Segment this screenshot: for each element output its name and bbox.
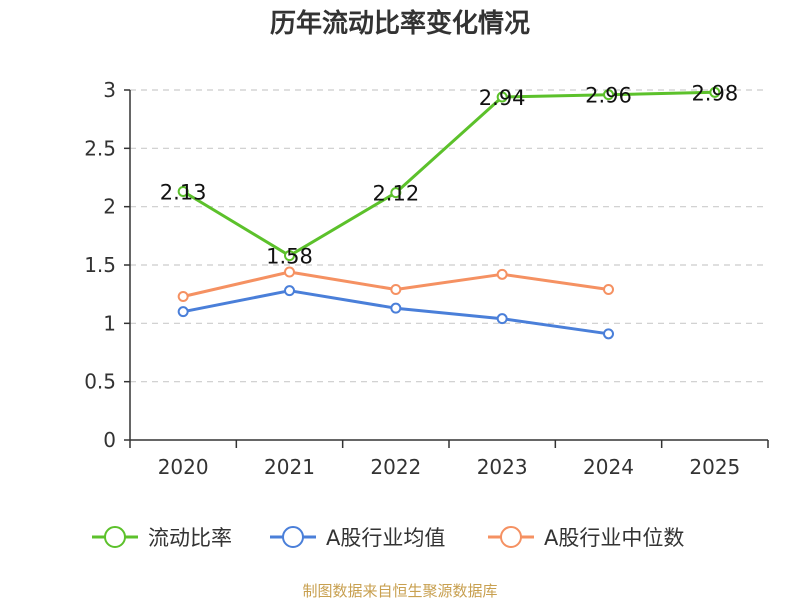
legend-label: A股行业均值	[326, 526, 445, 550]
data-point	[390, 302, 402, 314]
legend-marker-icon	[282, 526, 304, 548]
data-point	[603, 328, 614, 340]
data-point	[390, 187, 402, 199]
axes: 0 0.5 1 1.5 2 2.5 3 2020 2021 2022 2023 2024 2025	[84, 78, 769, 479]
source-note: 制图数据来自恒生聚源数据库	[302, 582, 497, 600]
data-point	[284, 266, 295, 278]
data-point	[177, 186, 189, 197]
data-labels: 2.13 1.58 2.12 2.94 2.96 2.98	[160, 81, 738, 268]
y-tick-label: 1.5	[84, 253, 116, 277]
y-tick-label: 0	[103, 428, 116, 452]
y-tick-label: 2	[103, 195, 116, 219]
data-point	[603, 284, 614, 295]
x-tick-label: 2022	[370, 455, 421, 479]
data-point	[177, 291, 189, 302]
legend: 流动比率 A股行业均值 A股行业中位数	[92, 526, 684, 550]
legend-label: 流动比率	[148, 526, 232, 550]
legend-item: A股行业均值	[270, 526, 445, 550]
data-label: 2.98	[691, 81, 738, 105]
data-label: 2.12	[372, 182, 419, 206]
data-point	[603, 89, 614, 101]
x-tick-label: 2021	[264, 455, 315, 479]
data-label: 2.96	[585, 84, 632, 108]
legend-marker-icon	[104, 526, 126, 548]
chart-title: 历年流动比率变化情况	[270, 8, 530, 39]
y-tick-label: 0.5	[84, 370, 116, 394]
x-tick-label: 2023	[477, 455, 528, 479]
x-tick-label: 2020	[158, 455, 209, 479]
legend-item: A股行业中位数	[488, 526, 684, 550]
data-point	[177, 306, 189, 318]
data-point	[496, 313, 508, 325]
data-label: 2.94	[479, 86, 526, 110]
data-label: 1.58	[266, 245, 313, 269]
x-tick-label: 2024	[583, 455, 634, 479]
data-point	[496, 268, 508, 280]
series-lines	[177, 86, 721, 340]
series-line	[181, 90, 717, 258]
grid-lines	[130, 89, 768, 383]
data-point	[496, 91, 508, 103]
y-tick-label: 1	[103, 311, 116, 335]
data-point	[709, 86, 721, 98]
legend-label: A股行业中位数	[544, 526, 684, 550]
data-point	[390, 284, 402, 295]
y-tick-label: 2.5	[84, 136, 116, 160]
legend-marker-icon	[500, 526, 522, 548]
data-point	[284, 285, 295, 297]
data-label: 2.13	[160, 181, 207, 205]
x-tick-label: 2025	[689, 455, 740, 479]
legend-item: 流动比率	[92, 526, 232, 550]
data-point	[284, 250, 295, 262]
y-tick-label: 3	[103, 78, 116, 102]
